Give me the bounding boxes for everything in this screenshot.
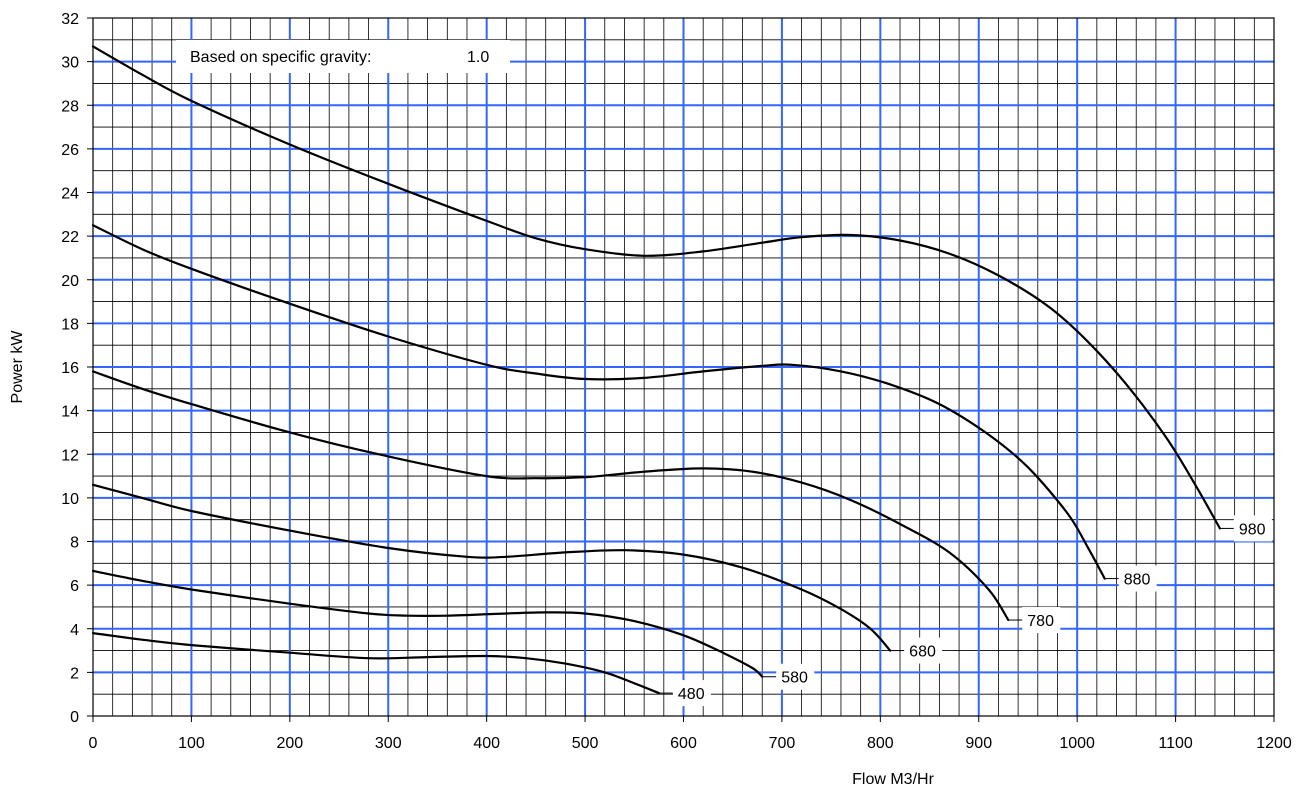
y-tick-label: 6	[70, 578, 79, 595]
y-tick-label: 4	[70, 622, 79, 639]
y-tick-label: 30	[61, 55, 79, 72]
y-tick-label: 32	[61, 11, 79, 28]
curve-label-780: 780	[1027, 613, 1054, 630]
y-tick-label: 2	[70, 665, 79, 682]
curve-980	[91, 45, 1221, 530]
curve-label-580: 580	[781, 670, 808, 687]
x-tick-label: 100	[178, 735, 205, 752]
y-tick-label: 12	[61, 447, 79, 464]
annotation-label: Based on specific gravity:	[190, 49, 371, 66]
y-tick-label: 24	[61, 186, 79, 203]
curve-label-880: 880	[1124, 572, 1151, 589]
x-tick-label: 0	[89, 735, 98, 752]
y-tick-label: 26	[61, 142, 79, 159]
y-tick-label: 22	[61, 229, 79, 246]
curve-labels: 980 880 780 680 580 480	[658, 515, 1272, 707]
curve-880	[91, 224, 1106, 580]
curve-480	[91, 632, 660, 695]
x-tick-label: 600	[670, 735, 697, 752]
x-axis-ticks: 0 100 200 300 400 500 600 700 800 900 1000 1100 1200	[89, 716, 1292, 752]
y-tick-label: 20	[61, 273, 79, 290]
curve-label-680: 680	[909, 644, 936, 661]
curve-680	[91, 483, 892, 652]
curve-label-background	[776, 663, 815, 690]
y-axis-title: Power kW	[9, 330, 26, 404]
x-tick-label: 300	[375, 735, 402, 752]
x-tick-label: 700	[769, 735, 796, 752]
x-axis-title: Flow M3/Hr	[852, 771, 934, 788]
curve-label-background	[1022, 607, 1061, 634]
y-tick-label: 16	[61, 360, 79, 377]
x-tick-label: 1100	[1158, 735, 1193, 752]
curve-label-background	[1233, 515, 1272, 542]
x-tick-label: 500	[572, 735, 599, 752]
x-tick-label: 1200	[1256, 735, 1292, 752]
curve-580	[91, 569, 764, 678]
x-tick-label: 900	[965, 735, 992, 752]
specific-gravity-annotation: Based on specific gravity: 1.0	[176, 40, 510, 73]
y-tick-label: 28	[61, 98, 79, 115]
y-tick-label: 10	[61, 491, 79, 508]
curve-label-980: 980	[1239, 521, 1266, 538]
y-tick-label: 8	[70, 535, 79, 552]
y-tick-label: 0	[70, 709, 79, 726]
curve-label-background	[1118, 565, 1157, 592]
curve-label-background	[672, 680, 711, 707]
annotation-background	[176, 40, 510, 73]
y-tick-label: 18	[61, 316, 79, 333]
x-tick-label: 1000	[1059, 735, 1095, 752]
curve-780	[91, 370, 1010, 622]
curves	[91, 45, 1221, 695]
curve-label-background	[904, 637, 943, 664]
x-tick-label: 800	[867, 735, 894, 752]
y-tick-label: 14	[61, 404, 79, 421]
major-grid	[93, 18, 1274, 716]
annotation-value: 1.0	[467, 49, 489, 66]
curve-label-480: 480	[678, 686, 705, 703]
x-tick-label: 400	[473, 735, 500, 752]
x-tick-label: 200	[276, 735, 303, 752]
